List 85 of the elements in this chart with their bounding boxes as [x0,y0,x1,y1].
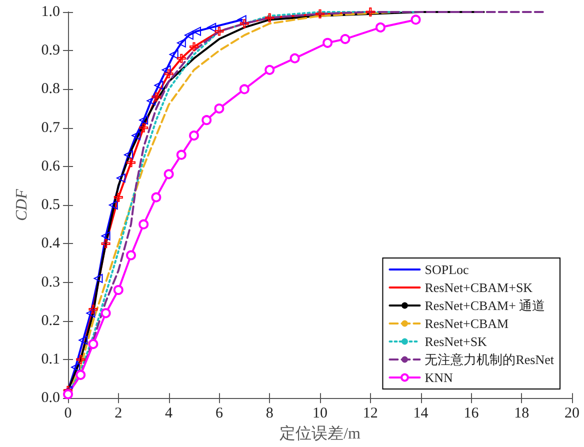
point [78,336,88,345]
y-tick-label: 0.5 [41,197,60,214]
point [366,8,375,16]
y-tick-label: 0.9 [41,42,60,59]
point [169,50,178,59]
point [264,64,275,75]
y-tick-label: 0.1 [41,351,60,368]
point [410,14,421,25]
x-tick-label: 0 [64,406,72,422]
point [240,19,249,28]
point [237,15,246,24]
x-tick-label: 20 [564,406,580,422]
point [63,389,73,400]
point [239,84,250,94]
y-tick-label: 0.4 [41,236,60,252]
point [207,22,216,32]
x-tick-label: 14 [413,406,429,422]
legend-label: KNN [424,370,454,385]
point [290,53,300,64]
point [176,54,186,63]
legend-label: ResNet+CBAM+SK [424,280,534,295]
point [101,239,110,248]
y-tick-label: 0.8 [41,81,60,98]
point [265,13,274,22]
point [86,308,96,318]
y-tick-label: 0.3 [41,274,60,290]
point [340,34,350,44]
point [164,69,174,78]
point [138,219,149,230]
x-tick-label: 16 [464,406,480,422]
point [176,150,186,160]
x-tick-label: 8 [266,406,274,422]
x-tick-label: 6 [215,406,224,422]
point [184,30,194,40]
y-tick-label: 0.0 [41,390,60,406]
y-axis-title: CDF [14,188,30,222]
point [164,169,174,180]
point [126,250,136,260]
x-axis-title: 定位误差/m [280,424,361,442]
y-tick-label: 1.0 [41,4,60,20]
point [189,130,199,141]
point [126,158,136,168]
point [132,131,141,140]
point [139,116,148,125]
point [88,339,98,350]
point [113,284,124,295]
y-tick-label: 0.2 [41,312,60,329]
point [152,92,161,102]
point [202,115,212,126]
point [71,362,80,372]
x-tick-label: 10 [312,406,328,422]
point [76,354,86,364]
point [100,308,111,318]
point [76,370,86,380]
point [190,42,198,52]
legend-label: 无注意力机制的ResNet [424,352,554,367]
x-tick-label: 18 [514,406,530,422]
x-tick-label: 4 [165,406,174,422]
point [214,26,224,36]
legend-label: SOPLoc [424,262,470,277]
point [162,65,171,74]
point [316,9,324,18]
x-tick-label: 12 [362,406,378,422]
legend-label: ResNet+SK [424,334,488,349]
point [114,192,123,202]
point [88,304,98,314]
x-tick-label: 2 [114,406,122,422]
point [176,38,186,48]
point [124,150,133,160]
point [214,104,224,114]
point [192,26,202,36]
point [151,192,162,202]
point [108,200,118,210]
legend-label: ResNet+CBAM [424,316,510,331]
point [322,38,333,48]
point [101,231,110,240]
point [94,274,103,283]
y-tick-label: 0.6 [41,158,60,174]
legend-label: ResNet+CBAM+ 通道 [424,298,546,313]
point [375,22,386,32]
point [116,174,126,183]
y-tick-label: 0.7 [41,120,60,136]
point [139,123,148,132]
point [146,96,156,106]
point [154,80,164,90]
